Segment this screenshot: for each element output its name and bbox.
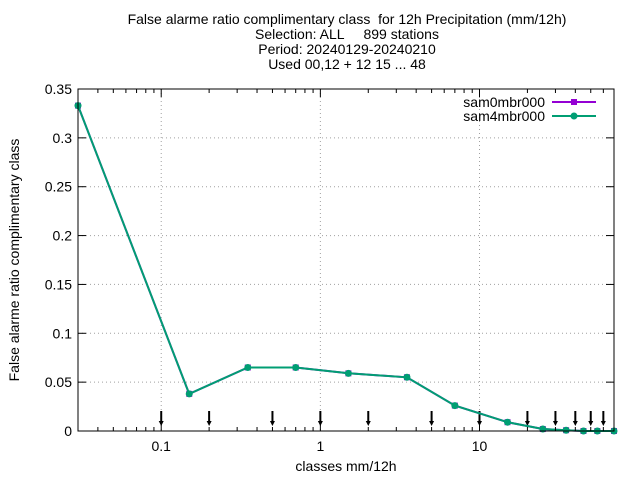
x-tick-label: 0.1 bbox=[151, 438, 171, 454]
y-tick-label: 0.3 bbox=[53, 130, 73, 146]
data-point-sam4mbr000 bbox=[504, 418, 512, 426]
y-tick-label: 0.2 bbox=[53, 228, 73, 244]
data-point-sam4mbr000 bbox=[292, 363, 300, 371]
y-tick-label: 0.35 bbox=[45, 81, 72, 97]
threshold-marker-head bbox=[269, 421, 275, 426]
data-point-sam4mbr000 bbox=[451, 402, 459, 410]
data-point-sam4mbr000 bbox=[562, 426, 570, 434]
title-line-1: False alarme ratio complimentary class f… bbox=[127, 11, 567, 27]
y-tick-label: 0.05 bbox=[45, 374, 72, 390]
threshold-marker-head bbox=[365, 421, 371, 426]
title-line-3: Period: 20240129-20240210 bbox=[258, 41, 436, 57]
y-tick-label: 0.15 bbox=[45, 276, 72, 292]
data-point-sam4mbr000 bbox=[244, 363, 252, 371]
x-tick-label: 1 bbox=[316, 438, 324, 454]
legend-marker-sam0mbr000 bbox=[571, 99, 577, 105]
y-axis-label: False alarme ratio complimentary class bbox=[6, 139, 22, 382]
ticks-layer: 0 0.05 0.1 0.15 0.2 0.25 0.3 0.35 0.1 1 10 bbox=[45, 81, 615, 454]
chart-title: False alarme ratio complimentary class f… bbox=[0, 12, 640, 72]
data-point-sam4mbr000 bbox=[403, 373, 411, 381]
threshold-marker-layer bbox=[158, 411, 606, 426]
threshold-marker-head bbox=[572, 421, 578, 426]
grid-layer bbox=[78, 89, 614, 431]
threshold-marker-head bbox=[600, 421, 606, 426]
y-tick-label: 0 bbox=[64, 423, 72, 439]
x-axis-label: classes mm/12h bbox=[295, 458, 396, 474]
legend-label-sam4mbr000: sam4mbr000 bbox=[463, 108, 545, 124]
threshold-marker-head bbox=[206, 421, 212, 426]
threshold-marker-head bbox=[429, 421, 435, 426]
y-tick-label: 0.1 bbox=[53, 325, 73, 341]
legend-marker-sam4mbr000 bbox=[570, 112, 578, 120]
data-point-sam4mbr000 bbox=[344, 369, 352, 377]
threshold-marker-head bbox=[524, 421, 530, 426]
threshold-marker-head bbox=[552, 421, 558, 426]
threshold-marker-head bbox=[588, 421, 594, 426]
title-line-4: Used 00,12 + 12 15 ... 48 bbox=[268, 56, 426, 72]
y-tick-label: 0.25 bbox=[45, 179, 72, 195]
plot-frame bbox=[77, 88, 615, 432]
series-layer bbox=[74, 102, 618, 435]
x-tick-label: 10 bbox=[472, 438, 488, 454]
title-line-2: Selection: ALL 899 stations bbox=[255, 26, 439, 42]
legend-label-sam0mbr000: sam0mbr000 bbox=[463, 94, 545, 110]
data-point-sam4mbr000 bbox=[185, 390, 193, 398]
